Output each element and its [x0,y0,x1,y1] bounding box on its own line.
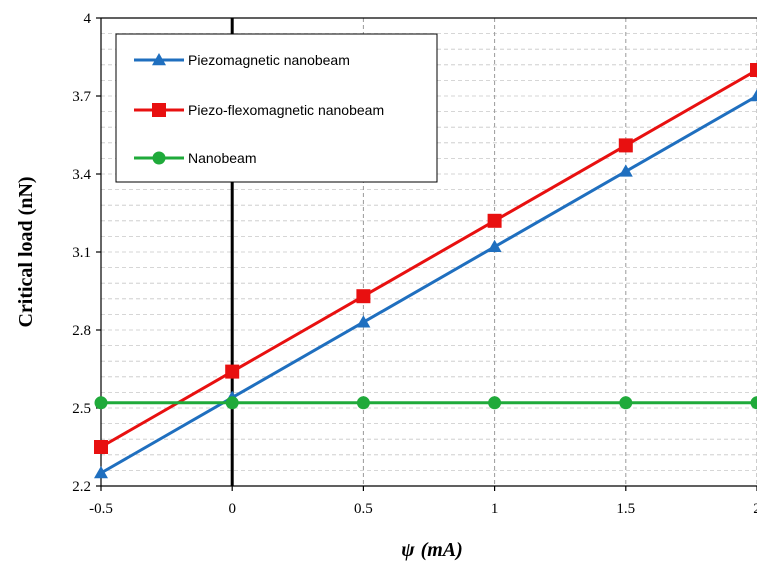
x-axis-title: ψ (mA) [401,539,463,561]
data-point [356,396,370,410]
data-point [94,440,108,454]
y-tick-label: 2.8 [72,323,91,339]
data-point [618,138,633,153]
data-point [225,396,239,410]
series-group [94,63,757,454]
x-axis-symbol: ψ [401,539,415,561]
legend-entry-label: Piezomagnetic nanobeam [188,52,350,68]
x-tick-label: 1.5 [616,501,635,517]
data-point [619,396,633,410]
x-tick-label: 1 [491,501,499,517]
legend-marker [152,151,166,165]
y-axis-title: Critical load (nN) [15,176,37,327]
y-tick-label: 3.4 [72,167,91,183]
x-tick-label: 2 [753,501,757,517]
x-tick-label: -0.5 [89,501,113,517]
series-group [94,396,757,410]
y-tick-label: 2.5 [72,401,91,417]
data-point [487,213,502,228]
data-point [94,396,108,410]
data-point [225,364,240,379]
data-point [356,289,371,304]
legend-entry-label: Nanobeam [188,150,257,166]
legend: Piezomagnetic nanobeam Piezo-flexomagneti… [115,33,438,183]
y-tick-label: 4 [84,11,92,27]
data-point [487,239,502,253]
x-axis-unit: (mA) [421,539,463,561]
data-point [750,89,757,102]
y-tick-label: 2.2 [72,479,91,495]
y-tick-label: 3.7 [72,89,91,105]
series-lines [94,63,757,479]
tick-labels: 2.2 2.5 2.8 3.1 3.4 3.7 4 -0.5 0 0.5 1 1.5 2 [72,11,757,517]
data-point [750,63,757,77]
data-point [488,396,502,410]
series-line [100,94,757,475]
x-tick-label: 0 [228,501,236,517]
data-point [356,315,371,328]
legend-entry-label: Piezo-flexomagnetic nanobeam [188,102,384,118]
x-tick-label: 0.5 [354,501,373,517]
legend-marker [152,53,166,66]
y-tick-label: 3.1 [72,245,91,261]
data-point [94,466,108,479]
legend-marker [152,103,166,117]
series-line [100,68,757,449]
data-point [618,164,633,177]
data-point [750,396,757,410]
